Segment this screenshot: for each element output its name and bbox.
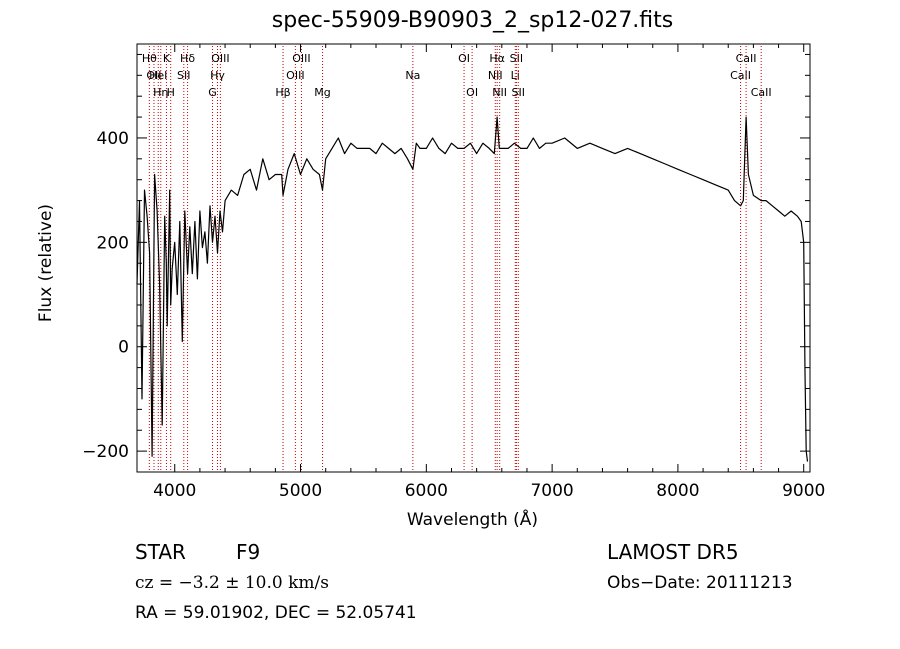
x-tick-label: 8000 (656, 481, 699, 501)
spectrum-line (136, 116, 809, 462)
y-tick-label: 0 (118, 338, 129, 358)
line-marker-label: Hα (489, 52, 505, 65)
x-tick-label: 4000 (153, 481, 196, 501)
survey-name: LAMOST DR5 (607, 540, 739, 564)
line-marker-label: Hβ (275, 86, 290, 99)
line-marker-label: CaII (751, 86, 772, 99)
redshift-velocity: cz = −3.2 ± 10.0 km/s (135, 573, 329, 593)
y-axis-label: Flux (relative) (36, 203, 56, 323)
line-marker-label: Mg (314, 86, 330, 99)
object-subclass: F9 (236, 540, 261, 564)
series-group (136, 116, 809, 462)
line-marker-label: HeI (149, 69, 167, 82)
line-marker-label: K (163, 52, 171, 65)
line-marker-label: SII (510, 52, 523, 65)
object-class: STAR (135, 540, 186, 564)
line-marker-label: NII (492, 86, 507, 99)
observation-date: Obs−Date: 20111213 (607, 573, 793, 593)
line-marker-label: OII (146, 69, 161, 82)
line-marker-label: SII (177, 69, 190, 82)
line-marker-label: Na (405, 69, 420, 82)
line-marker-label: SII (512, 86, 525, 99)
y-tick-label: 400 (97, 129, 129, 149)
line-marker-label: G (208, 86, 217, 99)
y-tick-label: −200 (82, 442, 129, 462)
line-marker-label: Hθ (142, 52, 157, 65)
x-tick-label: 6000 (405, 481, 448, 501)
line-marker-label: Hδ (180, 52, 195, 65)
line-marker-label: OI (458, 52, 470, 65)
line-marker-label: NII (488, 69, 503, 82)
line-marker-label: Li (511, 69, 520, 82)
x-tick-label: 7000 (530, 481, 573, 501)
x-tick-label: 5000 (279, 481, 322, 501)
line-marker-label: CaII (730, 69, 751, 82)
axis-ticks: 4000 5000 6000 7000 8000 9000 −200 0 200 400 (82, 44, 825, 501)
chart-title: spec-55909-B90903_2_sp12-027.fits (271, 8, 674, 33)
y-tick-label: 200 (97, 233, 129, 253)
line-marker-label: OIII (292, 52, 310, 65)
line-marker-label: OI (466, 86, 478, 99)
x-axis-label: Wavelength (Å) (406, 510, 539, 530)
line-marker-label: CaII (736, 52, 757, 65)
line-marker-label: H (167, 86, 175, 99)
line-marker-label: Hη (153, 86, 168, 99)
coordinates: RA = 59.01902, DEC = 52.05741 (135, 603, 417, 623)
plot-frame (136, 43, 811, 473)
line-markers: HθOIIHeIHηKHSIIHδGHγOIIIHβOIIIOIIIMgNaOI… (142, 46, 772, 471)
x-tick-label: 9000 (782, 481, 825, 501)
line-marker-label: OIII (286, 69, 304, 82)
line-marker-label: Hγ (210, 69, 225, 82)
line-marker-label: OIII (211, 52, 229, 65)
